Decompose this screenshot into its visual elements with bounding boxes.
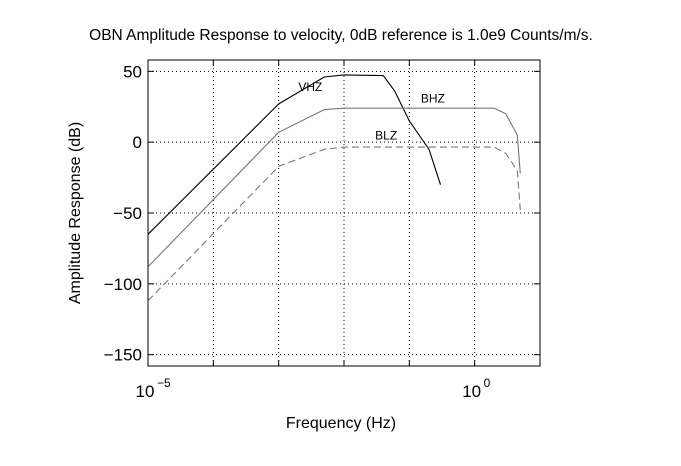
x-tick-label: 10	[136, 382, 155, 401]
series-line-vhz	[147, 74, 442, 235]
series-line-bhz	[147, 107, 521, 268]
y-tick-label: 50	[123, 62, 142, 81]
series-label-blz: BLZ	[375, 128, 397, 142]
x-tick-exponent: −5	[157, 376, 171, 390]
plot-lines: VHZ BHZ BLZ	[147, 74, 521, 302]
y-axis-label: Amplitude Response (dB)	[67, 122, 84, 304]
series-line-blz	[147, 146, 521, 302]
x-tick-label: 10	[462, 382, 481, 401]
series-label-vhz: VHZ	[298, 80, 322, 94]
x-axis-label: Frequency (Hz)	[286, 415, 396, 432]
x-tick-exponent: 0	[484, 376, 491, 390]
grid	[147, 60, 541, 366]
y-tick-label: −100	[104, 275, 142, 294]
y-tick-label: −50	[113, 204, 142, 223]
y-tick-label: −150	[104, 346, 142, 365]
chart-title: OBN Amplitude Response to velocity, 0dB …	[89, 27, 593, 44]
y-tick-label: 0	[133, 133, 142, 152]
series-label-bhz: BHZ	[421, 92, 445, 106]
